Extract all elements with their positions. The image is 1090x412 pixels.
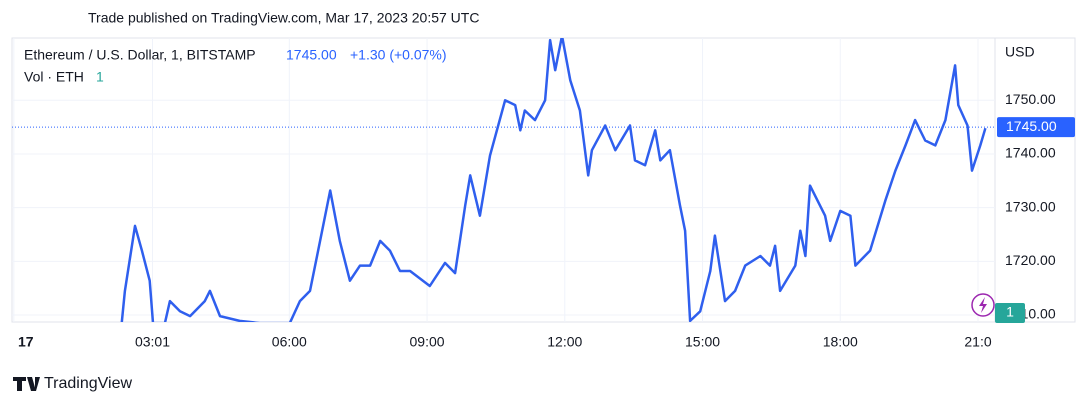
volume-badge-text: 1 xyxy=(1006,304,1014,320)
x-tick-label: 06:00 xyxy=(272,334,307,350)
volume-label: Vol · ETH xyxy=(24,69,84,85)
grid xyxy=(12,38,995,322)
y-tick-label: 1750.00 xyxy=(1005,91,1056,107)
currency: USD xyxy=(1005,44,1035,60)
price-line xyxy=(120,38,987,322)
volume-value: 1 xyxy=(96,69,104,85)
brand: TradingView xyxy=(44,375,132,392)
plot-area xyxy=(120,38,987,322)
x-tick-label: 15:00 xyxy=(685,334,720,350)
price-change: +1.30 (+0.07%) xyxy=(350,47,447,63)
last-price-badge xyxy=(997,117,1075,138)
last-price-header: 1745.00 xyxy=(286,47,337,63)
y-tick-label: 1720.00 xyxy=(1005,252,1056,268)
axes: 17 03:01 06:00 09:00 12:00 15:00 18:00 21:01710… xyxy=(18,91,1056,350)
volume-badge xyxy=(995,303,1025,323)
y-tick-label: 1730.00 xyxy=(1005,198,1056,214)
y-tick-label: 1740.00 xyxy=(1005,145,1056,161)
last-price-badge-text: 1745.00 xyxy=(1006,118,1057,134)
x-tick-label: 12:00 xyxy=(547,334,582,350)
published-note: Trade published on TradingView.com, Mar … xyxy=(88,10,479,26)
brand-logo xyxy=(13,377,40,391)
x-tick-label: 18:00 xyxy=(823,334,858,350)
x-tick-label: 03:01 xyxy=(135,334,170,350)
symbol: Ethereum / U.S. Dollar, 1, BITSTAMP xyxy=(24,47,256,63)
x-tick-label: 21:0 xyxy=(964,334,991,350)
x-tick-label: 17 xyxy=(18,334,34,350)
x-tick-label: 09:00 xyxy=(410,334,445,350)
alert-bolt xyxy=(979,297,987,313)
plot-frame xyxy=(11,37,1076,323)
